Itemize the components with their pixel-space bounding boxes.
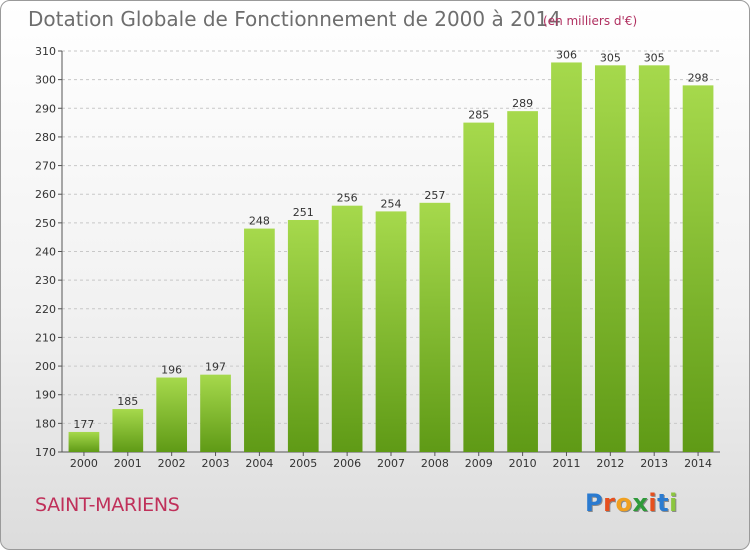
proxiti-logo: Proxiti — [585, 489, 678, 517]
bar-value-label: 256 — [337, 192, 358, 205]
bar — [463, 122, 495, 452]
x-tick-label: 2002 — [158, 457, 186, 470]
y-tick-label: 240 — [35, 246, 56, 259]
x-tick-label: 2001 — [114, 457, 142, 470]
chart-title: Dotation Globale de Fonctionnement de 20… — [28, 7, 561, 31]
y-tick-label: 300 — [35, 74, 56, 87]
bar-value-label: 285 — [468, 109, 489, 122]
bar — [682, 85, 714, 452]
x-tick-label: 2005 — [289, 457, 317, 470]
bar — [200, 374, 231, 452]
x-tick-label: 2004 — [245, 457, 273, 470]
logo-letter: r — [603, 489, 616, 517]
y-tick-label: 170 — [35, 446, 56, 459]
bar — [244, 228, 275, 452]
x-tick-label: 2011 — [552, 457, 580, 470]
bar — [638, 65, 670, 453]
bar — [419, 202, 451, 452]
bar — [375, 211, 407, 452]
logo-letter: x — [632, 489, 649, 517]
y-tick-label: 200 — [35, 360, 56, 373]
logo-letter: P — [585, 489, 604, 517]
bar-value-label: 305 — [644, 51, 665, 64]
bar — [156, 377, 188, 452]
y-tick-label: 270 — [35, 160, 56, 173]
y-tick-label: 220 — [35, 303, 56, 316]
y-tick-label: 280 — [35, 131, 56, 144]
x-tick-label: 2009 — [465, 457, 493, 470]
logo-letter: i — [669, 489, 678, 517]
y-tick-label: 180 — [35, 417, 56, 430]
bars — [68, 62, 714, 453]
bar — [551, 62, 582, 452]
x-tick-label: 2013 — [640, 457, 668, 470]
bar-value-label: 257 — [424, 189, 445, 202]
bar — [507, 111, 538, 453]
bar-value-label: 248 — [249, 215, 270, 228]
bar-value-label: 197 — [205, 361, 226, 374]
y-tick-label: 310 — [35, 45, 56, 58]
bar-value-label: 298 — [688, 71, 709, 84]
bar-value-label: 185 — [117, 395, 138, 408]
y-tick-label: 250 — [35, 217, 56, 230]
bar-value-label: 251 — [293, 206, 314, 219]
x-tick-label: 2000 — [70, 457, 98, 470]
bar-value-label: 196 — [161, 364, 182, 377]
x-tick-label: 2003 — [202, 457, 230, 470]
x-tick-label: 2007 — [377, 457, 405, 470]
bar — [331, 205, 363, 452]
x-tick-label: 2006 — [333, 457, 361, 470]
bar — [287, 219, 319, 452]
labels: 170 180 190 200 210 220 230 240 250 260 270 280 290 3… — [35, 45, 712, 470]
y-tick-label: 230 — [35, 274, 56, 287]
x-tick-label: 2010 — [509, 457, 537, 470]
commune-name: SAINT-MARIENS — [35, 494, 180, 516]
bar-value-label: 289 — [512, 97, 533, 110]
bar-value-label: 177 — [73, 418, 94, 431]
bar — [68, 431, 100, 452]
logo-letter: t — [657, 489, 670, 517]
logo-letter: i — [648, 489, 658, 517]
x-tick-label: 2012 — [596, 457, 624, 470]
logo-letter: o — [615, 489, 633, 517]
bar — [594, 65, 626, 453]
y-tick-label: 190 — [35, 389, 56, 402]
bar — [112, 409, 144, 452]
bar-value-label: 254 — [381, 197, 402, 210]
bar-value-label: 306 — [556, 48, 577, 61]
bar-value-label: 305 — [600, 51, 621, 64]
x-tick-label: 2008 — [421, 457, 449, 470]
y-tick-label: 260 — [35, 188, 56, 201]
chart-subtitle: (en milliers d'€) — [543, 14, 638, 28]
y-tick-label: 290 — [35, 102, 56, 115]
x-tick-label: 2014 — [684, 457, 712, 470]
y-tick-label: 210 — [35, 331, 56, 344]
